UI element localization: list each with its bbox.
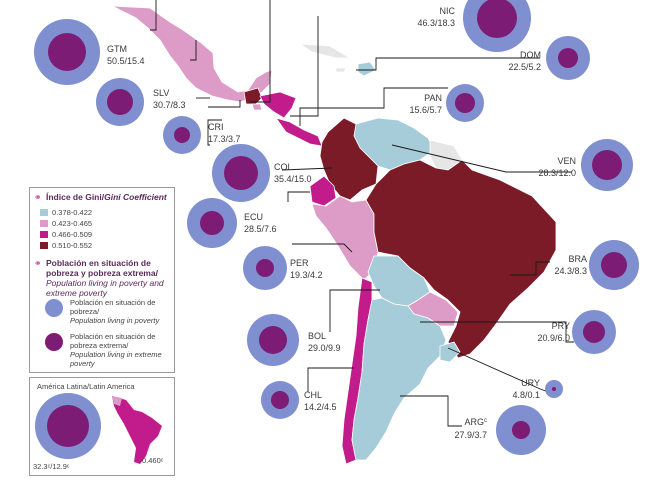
bubble-chl-extreme	[271, 391, 289, 409]
legend: ⚭ Índice de Gini/Gini Coefficient 0.378-…	[29, 187, 175, 373]
bubble-bra-extreme	[601, 252, 627, 278]
legend-gini-range-4: 0.510-0.552	[40, 241, 92, 250]
link-icon: ⚭	[34, 258, 42, 268]
label-bol-value: 29.0/9.9	[308, 343, 341, 353]
bubble-slv-extreme	[107, 89, 133, 115]
label-dom-value: 22.5/5.2	[508, 62, 541, 72]
country-colombia	[319, 117, 379, 201]
bubble-pan-extreme	[455, 93, 475, 113]
label-per-value: 19.3/4.2	[290, 270, 323, 280]
legend-gini-range-2: 0.423-0.465	[40, 219, 92, 228]
label-ven-value: 28.3/12.0	[538, 168, 576, 178]
link-icon: ⚭	[34, 192, 42, 202]
poverty-bubbles	[34, 0, 639, 455]
label-arg-suffix: c	[484, 418, 487, 424]
swatch-gini-1	[40, 209, 48, 216]
inset-gini-label: 0.460ᶜ	[142, 456, 164, 465]
bubble-per-extreme	[256, 259, 274, 277]
swatch-gini-3	[40, 231, 48, 238]
swatch-gini-2	[40, 220, 48, 227]
label-cri-code: CRI	[208, 122, 224, 132]
label-ecu-value: 28.5/7.6	[244, 224, 277, 234]
country-el-salvador	[251, 103, 263, 111]
label-gtm-code: GTM	[107, 44, 127, 54]
country-jamaica	[335, 67, 347, 73]
inset-poverty-label: 32.3ᶜ/12.9ᶜ	[33, 462, 70, 471]
leader-lines	[150, 0, 574, 427]
country-argentina	[351, 297, 447, 461]
inset-map	[35, 393, 162, 464]
land-shapes	[111, 5, 557, 465]
label-pry-value: 20.9/6.0	[537, 333, 570, 343]
legend-poverty-circle	[45, 299, 63, 317]
bubble-nic-extreme	[477, 0, 517, 38]
country-ecuador	[309, 175, 337, 207]
label-col-code: COL	[274, 162, 293, 172]
legend-extreme-label: Población en situación de pobreza extrem…	[70, 332, 162, 368]
legend-gini-title: Índice de Gini/Gini Coefficient	[46, 192, 167, 202]
label-bra-code: BRA	[568, 254, 587, 264]
country-guatemala	[243, 87, 263, 105]
label-arg-value: 27.9/3.7	[454, 430, 487, 440]
legend-gini-range-3: 0.466-0.509	[40, 230, 92, 239]
country-labels: GTM 50.5/15.4 SLV 30.7/8.3 CRI 17.3/3.7 …	[107, 6, 587, 440]
label-bra-value: 24.3/8.3	[554, 266, 587, 276]
label-ury-value: 4.8/0.1	[512, 390, 540, 400]
bubble-pry-extreme	[583, 321, 605, 343]
label-col-value: 35.4/15.0	[274, 174, 312, 184]
label-gtm-value: 50.5/15.4	[107, 56, 145, 66]
legend-poverty-title: Población en situación de pobreza y pobr…	[46, 258, 164, 298]
legend-poverty-label: Población en situación de pobreza/Popula…	[70, 298, 160, 325]
label-ecu-code: ECU	[244, 212, 263, 222]
latin-america-inset: América Latina/Latin America 32.3ᶜ/12.9ᶜ…	[29, 377, 175, 476]
bubble-ven-extreme	[592, 150, 622, 180]
label-nic-value: 46.3/18.3	[417, 18, 455, 28]
country-honduras-nicaragua	[259, 91, 297, 119]
label-slv-code: SLV	[153, 88, 169, 98]
label-nic-code: NIC	[440, 6, 456, 16]
country-costa-rica-panama	[275, 117, 323, 147]
bubble-ecu-extreme	[200, 211, 224, 235]
label-per-code: PER	[290, 258, 309, 268]
country-hispaniola	[357, 61, 377, 77]
label-dom-code: DOM	[520, 50, 541, 60]
label-arg-code: ARGc	[464, 417, 487, 427]
label-slv-value: 30.7/8.3	[153, 100, 186, 110]
country-cuba	[299, 43, 351, 59]
label-bol-code: BOL	[308, 331, 326, 341]
inset-extreme-bubble	[47, 405, 89, 447]
bubble-cri-extreme	[174, 127, 190, 143]
label-cri-value: 17.3/3.7	[208, 134, 241, 144]
bubble-ury-extreme	[552, 387, 556, 391]
legend-extreme-circle	[45, 333, 63, 351]
country-uruguay	[439, 341, 461, 363]
inset-title: América Latina/Latin America	[37, 382, 135, 391]
bubble-gtm-extreme	[48, 33, 86, 71]
bubble-col-extreme	[224, 156, 258, 190]
bubble-bol-extreme	[259, 326, 287, 354]
bubble-arg-extreme	[512, 421, 530, 439]
label-pan-code: PAN	[424, 93, 442, 103]
legend-gini-range-1: 0.378-0.422	[40, 208, 92, 217]
label-pan-value: 15.6/5.7	[409, 105, 442, 115]
country-peru	[311, 195, 379, 281]
inset-region-shape	[112, 396, 162, 464]
label-chl-value: 14.2/4.5	[304, 402, 337, 412]
swatch-gini-4	[40, 242, 48, 249]
label-pry-code: PRY	[552, 321, 570, 331]
label-ury-code: URY	[521, 378, 540, 388]
inset-mexico-shape	[112, 396, 122, 406]
label-ven-code: VEN	[557, 156, 576, 166]
bubble-dom-extreme	[558, 48, 578, 68]
label-chl-code: CHL	[304, 390, 322, 400]
